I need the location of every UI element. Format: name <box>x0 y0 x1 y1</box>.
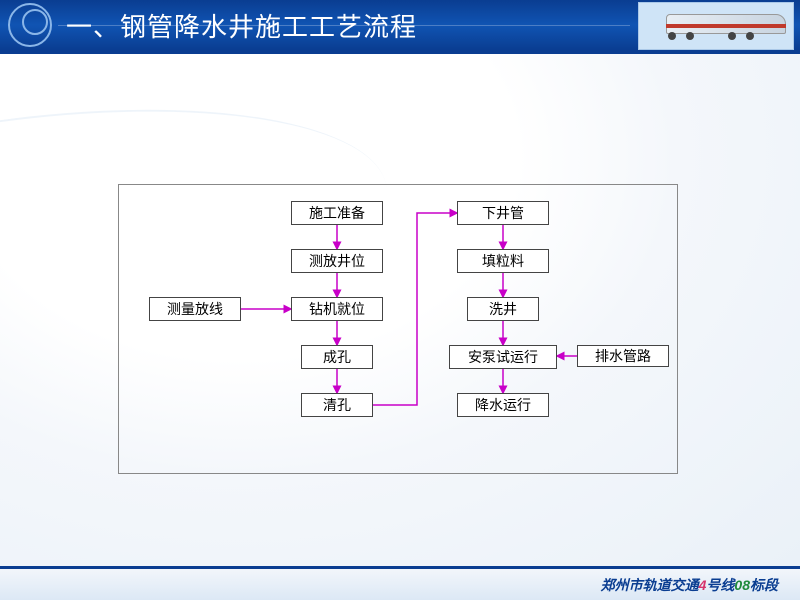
header-bar: 一、钢管降水井施工工艺流程 <box>0 0 800 54</box>
footer-prefix: 郑州市轨道交通 <box>601 577 699 593</box>
train-image <box>638 2 794 50</box>
footer-bar: 郑州市轨道交通4号线08标段 <box>0 566 800 600</box>
flow-node-n5: 清孔 <box>301 393 373 417</box>
content-area: 施工准备测放井位钻机就位成孔清孔 测量放线 下井管填粒料洗井安泵试运行降水运行 排水管… <box>0 54 800 566</box>
flow-node-m1: 下井管 <box>457 201 549 225</box>
flow-node-n3: 钻机就位 <box>291 297 383 321</box>
header-divider <box>58 25 630 26</box>
flow-node-n1: 施工准备 <box>291 201 383 225</box>
footer-text: 郑州市轨道交通4号线08标段 <box>601 575 778 595</box>
flow-node-n4: 成孔 <box>301 345 373 369</box>
flow-edge-n5-m1 <box>373 213 457 405</box>
flow-node-m3: 洗井 <box>467 297 539 321</box>
flow-node-m5: 降水运行 <box>457 393 549 417</box>
footer-mid: 号线 <box>706 577 734 593</box>
flowchart-arrows <box>119 185 679 475</box>
flow-node-n2: 测放井位 <box>291 249 383 273</box>
logo-icon <box>8 3 52 47</box>
flowchart-frame: 施工准备测放井位钻机就位成孔清孔 测量放线 下井管填粒料洗井安泵试运行降水运行 排水管… <box>118 184 678 474</box>
flowchart: 施工准备测放井位钻机就位成孔清孔 测量放线 下井管填粒料洗井安泵试运行降水运行 排水管… <box>119 185 677 473</box>
flow-node-aux1: 测量放线 <box>149 297 241 321</box>
flow-node-m2: 填粒料 <box>457 249 549 273</box>
footer-suffix: 标段 <box>750 577 778 593</box>
flow-node-aux2: 排水管路 <box>577 345 669 367</box>
flow-node-m4: 安泵试运行 <box>449 345 557 369</box>
footer-section-number: 08 <box>734 577 750 593</box>
